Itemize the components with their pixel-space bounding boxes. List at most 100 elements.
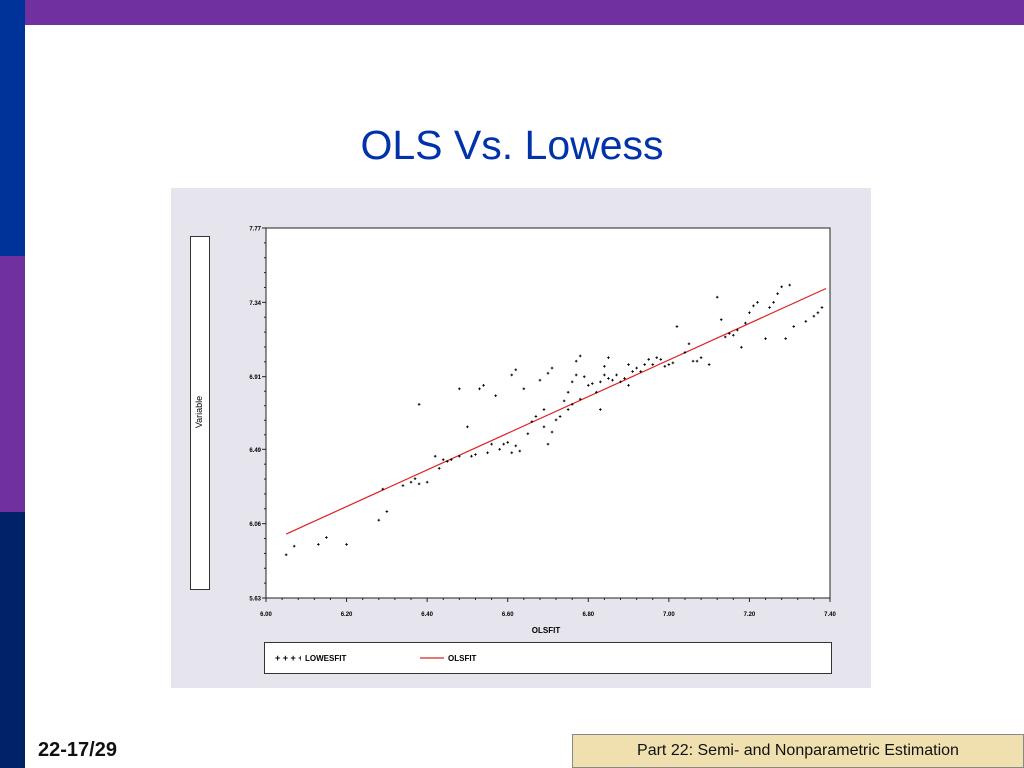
lowess-point <box>603 365 606 368</box>
lowess-point <box>502 442 505 446</box>
lowess-point <box>816 311 820 315</box>
lowess-point <box>723 335 727 339</box>
x-tick-label: 6.60 <box>502 612 514 618</box>
lowess-point <box>715 295 719 299</box>
lowess-point <box>490 442 493 446</box>
page-number: 22-17/29 <box>38 739 117 761</box>
lowess-point <box>695 359 699 363</box>
lowess-point <box>599 380 602 384</box>
lowess-point <box>651 363 655 366</box>
lowess-point <box>595 390 598 394</box>
lowess-point <box>377 518 381 522</box>
lowess-point <box>772 301 775 304</box>
lowess-point <box>542 408 546 411</box>
y-tick-label: 7.34 <box>249 301 261 307</box>
lowess-point <box>780 285 783 289</box>
lowess-point <box>538 378 542 382</box>
lowess-point <box>607 356 610 359</box>
lowess-point <box>458 387 461 391</box>
x-tick-label: 7.00 <box>663 612 675 618</box>
lowess-point <box>776 292 779 296</box>
lowess-point <box>623 377 626 380</box>
lowess-point <box>687 342 691 346</box>
lowess-point <box>578 397 582 401</box>
lowess-point <box>784 337 787 340</box>
lowess-point <box>792 325 796 328</box>
side-accent-bar-middle <box>0 256 25 512</box>
lowess-point <box>526 432 530 436</box>
lowess-point <box>627 384 630 387</box>
lowess-point <box>417 403 421 406</box>
lowess-point <box>494 394 497 398</box>
lowess-point <box>518 449 522 453</box>
lowess-point <box>482 384 485 387</box>
lowess-points-group <box>284 283 824 557</box>
lowess-point <box>591 382 594 385</box>
lowess-point <box>534 415 538 418</box>
lowess-point <box>514 444 518 448</box>
lowess-point <box>707 363 711 366</box>
lowess-point <box>675 325 679 328</box>
y-tick-label: 6.91 <box>249 375 261 381</box>
lowess-point <box>582 375 586 378</box>
lowess-point <box>574 359 578 363</box>
lowess-point <box>663 365 667 368</box>
lowess-point <box>768 306 771 309</box>
lowess-point <box>752 304 755 308</box>
lowess-point <box>586 384 590 387</box>
lowess-point <box>607 377 610 380</box>
lowess-point <box>671 361 675 365</box>
svg-text:+ + + +: + + + + <box>275 653 301 663</box>
lowess-point <box>450 458 453 461</box>
lowess-point <box>635 366 638 370</box>
lowess-point <box>437 467 441 470</box>
slide-title: OLS Vs. Lowess <box>360 122 664 168</box>
lowess-point <box>732 333 735 337</box>
lowess-point <box>441 458 445 461</box>
lowess-point <box>756 301 759 304</box>
lowess-point <box>433 454 437 458</box>
lowess-point <box>514 368 518 372</box>
lowess-point <box>510 451 514 455</box>
chart-legend: + + + + LOWESFIT OLSFIT <box>264 642 832 674</box>
lowess-point <box>546 442 550 446</box>
ols-line-group <box>285 287 827 535</box>
y-tick-label: 6.06 <box>249 522 261 528</box>
lowess-point <box>401 484 405 487</box>
lowess-point <box>458 454 461 458</box>
lowess-point <box>647 358 651 361</box>
lowess-point <box>764 337 767 340</box>
lowess-point <box>699 356 703 359</box>
x-tick-label: 7.40 <box>824 612 836 618</box>
lowess-point <box>425 480 429 484</box>
lowess-point <box>736 328 739 332</box>
lowess-point <box>643 363 646 366</box>
lowess-point <box>510 373 514 377</box>
lowess-point <box>740 345 743 349</box>
lowess-point <box>744 321 747 325</box>
lowess-point <box>381 487 385 491</box>
x-axis: 6.00 6.20 6.40 6.60 6.80 7.00 7.20 7.40 <box>260 598 836 618</box>
x-tick-label: 6.80 <box>582 612 594 618</box>
lowess-point <box>385 510 389 513</box>
lowess-point <box>655 356 659 359</box>
side-accent-bar-bottom <box>0 512 25 768</box>
legend-item-olsfit: OLSFIT <box>420 643 476 673</box>
legend-item-lowesfit: + + + + LOWESFIT <box>275 643 346 673</box>
y-tick-label: 6.49 <box>249 448 261 454</box>
ols-line <box>285 287 827 535</box>
lowess-point <box>470 454 473 458</box>
lowess-point <box>474 453 477 456</box>
lowess-point <box>498 448 501 451</box>
lowess-point <box>486 451 489 455</box>
lowess-point <box>417 482 421 486</box>
lowess-point <box>325 536 328 539</box>
lowess-point <box>570 380 574 384</box>
footer-caption: Part 22: Semi- and Nonparametric Estimat… <box>572 734 1024 768</box>
lowess-point <box>719 318 723 321</box>
lowess-point <box>566 390 570 394</box>
plot-area <box>265 227 831 599</box>
lowess-point <box>530 420 534 423</box>
x-tick-label: 6.20 <box>341 612 353 618</box>
lowess-point <box>409 480 413 484</box>
